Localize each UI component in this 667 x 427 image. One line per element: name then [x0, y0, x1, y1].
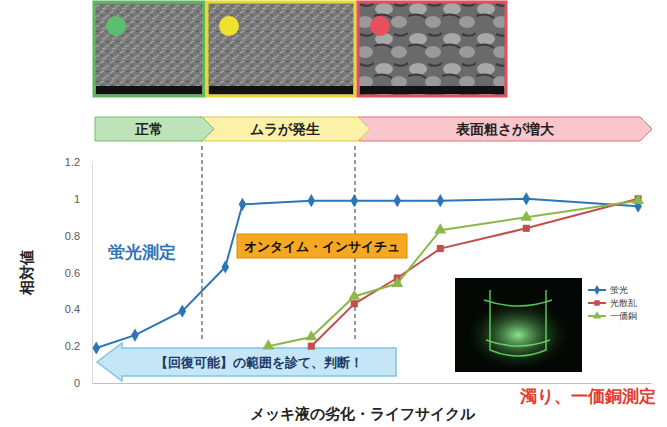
y-tick-label: 1.2: [65, 156, 80, 168]
y-tick-label: 0.4: [65, 303, 80, 315]
stage-label: 正常: [134, 121, 163, 137]
legend-label: 一価銅: [610, 311, 637, 321]
stage-label: 表面粗さが増大: [455, 121, 555, 137]
legend-label: 蛍光: [610, 285, 628, 295]
annotation: オンタイム・インサイチュ: [244, 239, 400, 254]
photo-scalebar: [360, 86, 504, 94]
legend-entry: 一価銅: [588, 311, 637, 321]
y-tick-label: 0.2: [65, 340, 80, 352]
stage-band: [200, 117, 370, 141]
legend-label: 光散乱: [610, 298, 637, 308]
y-tick: 0: [74, 377, 92, 389]
y-tick-label: 1: [74, 193, 80, 205]
x-axis-title: メッキ液の劣化・ライフサイクル: [250, 405, 476, 423]
annotation: 蛍光測定: [108, 242, 176, 262]
series-line: [96, 199, 638, 348]
y-tick: 0.8: [65, 230, 92, 242]
legend-marker: [593, 311, 601, 318]
stage-divider: [202, 146, 203, 341]
series-line: [268, 201, 638, 346]
photo-dot: [106, 16, 126, 36]
marks: [93, 192, 644, 354]
series: [262, 194, 644, 350]
y-tick: 0.2: [65, 340, 92, 352]
background: [94, 2, 652, 381]
annotation-box-bg: [237, 234, 407, 258]
photo: [94, 2, 204, 96]
series: [93, 192, 642, 354]
series-marker: [308, 194, 316, 207]
vial-outline: [484, 290, 552, 356]
series-marker: [520, 210, 532, 220]
series-marker: [437, 194, 445, 207]
x-axis: [93, 383, 652, 384]
photo-scalebar: [96, 86, 202, 94]
texts: 表面粗さが増大 ムラが発生 正常蛍光測定 オンタイム・インサイチュ【回復可能】の範囲を…: [18, 121, 656, 423]
y-tick: 0.6: [65, 267, 92, 279]
series: [308, 195, 642, 349]
series-marker: [131, 329, 139, 342]
y-tick: 1.2: [65, 156, 92, 168]
chart: 0 0.2 0.4 0.6 0.8 1 1.2 表面粗さが増大 ムラが発生 正常蛍光測定 オンタイム…: [0, 0, 667, 427]
y-axis-line: [92, 163, 93, 384]
photo-scalebar: [209, 86, 353, 94]
photo: [358, 2, 506, 96]
series-marker: [434, 223, 446, 233]
legend-entry: 蛍光: [588, 285, 628, 295]
series-marker: [93, 341, 101, 354]
series-marker: [391, 277, 403, 287]
annotation: 【回復可能】の範囲を診て、判断！: [155, 355, 363, 370]
y-axis: 0 0.2 0.4 0.6 0.8 1 1.2: [65, 156, 93, 389]
x-axis-line: [93, 383, 652, 384]
series-marker: [523, 225, 530, 232]
vial-glow: [468, 301, 568, 369]
photo-dot: [219, 16, 239, 36]
series-marker: [239, 198, 247, 211]
series-marker: [351, 300, 358, 307]
series-marker: [308, 343, 315, 350]
series-marker: [262, 339, 274, 349]
legend-entry: 光散乱: [588, 298, 637, 308]
vial-photo: [455, 278, 582, 372]
y-axis-title: 相対値: [18, 250, 36, 296]
series-line: [311, 199, 638, 346]
photo-dot: [370, 16, 390, 36]
series-marker: [222, 260, 230, 273]
annotation-box: オンタイム・インサイチュ: [237, 234, 407, 258]
y-tick: 1: [74, 193, 92, 205]
legend-marker: [594, 300, 599, 305]
stage-band: [358, 117, 652, 141]
legend: 蛍光光散乱一価銅: [588, 285, 637, 321]
annotation: 濁り、一価銅測定: [519, 386, 656, 406]
series-marker: [523, 192, 531, 205]
series-marker: [179, 305, 187, 318]
stage-label: ムラが発生: [250, 121, 320, 137]
y-tick: 0.4: [65, 303, 92, 315]
legend-marker: [594, 285, 600, 295]
recovery-arrow: [97, 343, 396, 381]
series-marker: [351, 194, 359, 207]
series-marker: [394, 194, 402, 207]
series-marker: [437, 245, 444, 252]
y-tick-label: 0.8: [65, 230, 80, 242]
series-marker: [348, 290, 360, 300]
series-marker: [305, 330, 317, 340]
y-tick-label: 0.6: [65, 267, 80, 279]
series-marker: [632, 194, 644, 204]
y-tick-label: 0: [74, 377, 80, 389]
stage-band: [95, 117, 214, 141]
photo: [207, 2, 355, 96]
